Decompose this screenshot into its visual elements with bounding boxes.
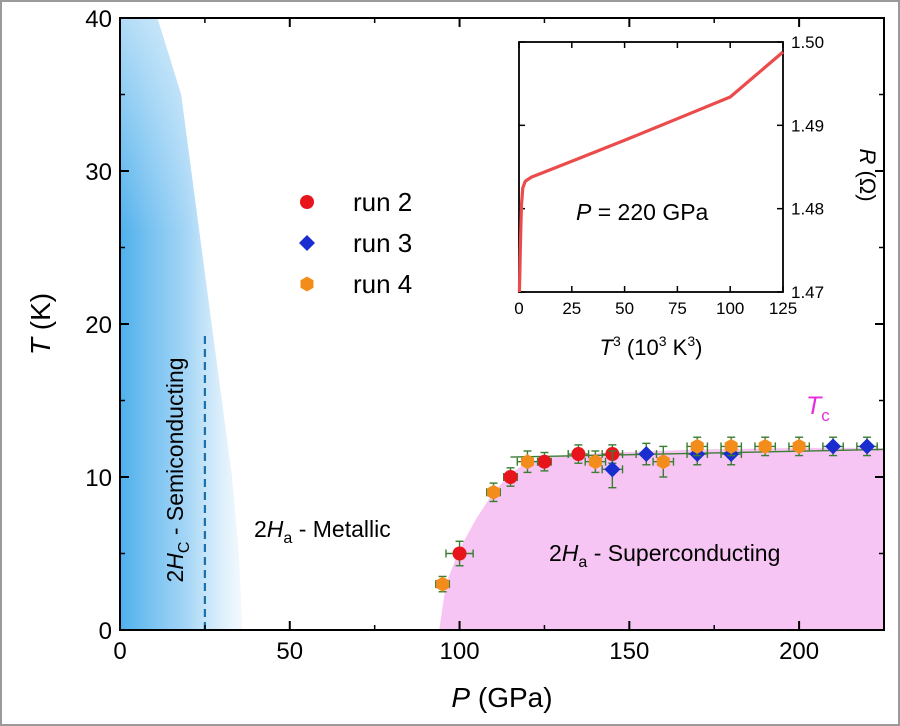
data-point-run-4 — [656, 454, 670, 470]
data-point-run-3 — [604, 461, 621, 478]
annotation-variable: P — [576, 199, 592, 225]
legend-marker-run-3 — [299, 235, 315, 251]
label-subscript: a — [578, 554, 587, 571]
data-point-run-3 — [825, 438, 842, 455]
label-symbol: H — [162, 553, 188, 570]
superconducting-region — [439, 447, 884, 630]
legend-entry: run 2 — [300, 187, 412, 217]
label-number: 2 — [254, 516, 267, 542]
x-tick-label: 150 — [609, 638, 649, 665]
label-text: - Superconducting — [587, 540, 780, 566]
resistance-curve — [517, 50, 785, 293]
inset-x-unit-superscript: 3 — [659, 333, 667, 349]
inset-y-tick-label: 1.47 — [791, 283, 824, 302]
legend: run 2 run 3 run 4 — [299, 187, 412, 299]
data-point-run-2 — [571, 447, 586, 462]
label-subscript: a — [283, 530, 292, 547]
data-point-run-3 — [638, 446, 655, 463]
data-point-run-4 — [792, 438, 806, 454]
inset-y-unit: (Ω) — [855, 164, 880, 201]
data-point-run-2 — [503, 470, 518, 484]
x-axis-title: P (GPa) — [451, 682, 552, 713]
inset-x-tick-label: 100 — [716, 299, 744, 318]
inset-plot-frame — [518, 41, 784, 293]
inset-y-axis-title: R (Ω) — [855, 148, 880, 201]
data-series — [435, 436, 878, 593]
data-point-run-2 — [452, 546, 467, 561]
data-point-run-4 — [724, 438, 738, 454]
legend-label: run 4 — [353, 269, 412, 299]
metallic-label: 2Ha - Metallic — [254, 516, 391, 547]
y-axis-unit: (K) — [25, 293, 56, 338]
data-point-run-4 — [520, 454, 534, 470]
legend-marker-run-4 — [300, 276, 314, 292]
inset-y-variable: R — [855, 148, 880, 164]
inset-x-axis-title: T3 (103 K3) — [600, 333, 703, 360]
inset-x-close: ) — [695, 335, 702, 360]
inset-x-unit: (10 — [621, 335, 659, 360]
y-tick-label: 30 — [85, 159, 112, 186]
inset-x-tick-label: 50 — [615, 299, 634, 318]
x-tick-label: 0 — [113, 638, 126, 665]
data-point-run-4 — [436, 576, 450, 592]
semiconducting-label: 2HC - Semiconducting — [162, 357, 193, 582]
x-axis-unit: (GPa) — [470, 682, 552, 713]
inset-y-tick-label: 1.48 — [791, 200, 824, 219]
x-tick-label: 100 — [440, 638, 480, 665]
annotation-text: = 220 GPa — [591, 199, 708, 225]
label-text: - Semiconducting — [162, 357, 188, 541]
y-tick-label: 40 — [85, 6, 112, 33]
legend-label: run 3 — [353, 228, 412, 258]
data-point-run-4 — [487, 484, 501, 500]
x-tick-label: 200 — [779, 638, 819, 665]
label-text: - Metallic — [292, 516, 390, 542]
label-number: 2 — [162, 570, 188, 583]
inset-x-tick-label: 125 — [769, 299, 797, 318]
label-symbol: H — [562, 540, 579, 566]
tc-subscript: c — [821, 406, 830, 425]
inset-x-tick-label: 75 — [668, 299, 687, 318]
data-point-run-4 — [690, 438, 704, 454]
legend-label: run 2 — [353, 187, 412, 217]
inset-annotation: P = 220 GPa — [576, 199, 709, 225]
phase-regions — [120, 18, 884, 630]
y-tick-label: 10 — [85, 465, 112, 492]
superconducting-label: 2Ha - Superconducting — [549, 540, 780, 571]
series-run-2 — [445, 444, 624, 567]
inset-x-unit-superscript-2: 3 — [687, 333, 695, 349]
y-tick-label: 20 — [85, 312, 112, 339]
x-axis-variable: P — [451, 682, 470, 713]
inset-y-tick-label: 1.50 — [791, 33, 824, 52]
tc-label: Tc — [806, 392, 830, 425]
tc-symbol: T — [806, 392, 823, 420]
series-run-4 — [435, 436, 810, 593]
label-symbol: H — [267, 516, 284, 542]
data-point-run-4 — [588, 454, 602, 470]
label-number: 2 — [549, 540, 562, 566]
legend-entry: run 4 — [300, 269, 412, 299]
label-subscript: C — [176, 542, 193, 554]
semiconducting-region-fade — [120, 18, 243, 630]
x-tick-label: 50 — [276, 638, 303, 665]
data-point-run-3 — [859, 438, 876, 455]
inset-x-tick-label: 0 — [514, 299, 523, 318]
y-axis-variable: T — [25, 336, 56, 355]
y-axis-title: T (K) — [25, 293, 56, 355]
inset-y-tick-label: 1.49 — [791, 116, 824, 135]
data-point-run-4 — [758, 438, 772, 454]
y-tick-label: 0 — [99, 618, 112, 645]
legend-entry: run 3 — [299, 228, 412, 258]
legend-marker-run-2 — [300, 195, 314, 209]
inset-x-tick-label: 25 — [562, 299, 581, 318]
inset-x-variable: T — [600, 335, 615, 360]
inset-x-superscript: 3 — [613, 333, 621, 349]
data-point-run-2 — [537, 454, 552, 469]
inset-x-unit-end: K — [667, 335, 688, 360]
